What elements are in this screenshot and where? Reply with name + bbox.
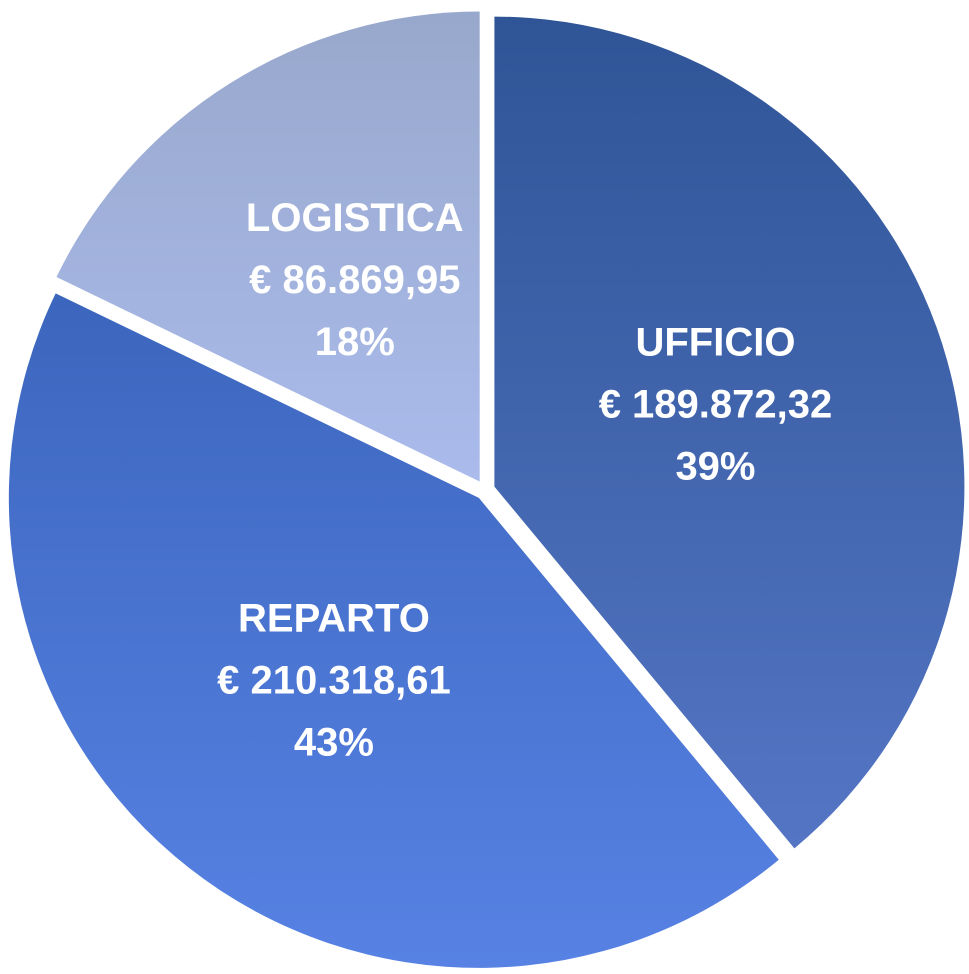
slice-label: UFFICIO xyxy=(635,320,795,364)
value-label: € 210.318,61 xyxy=(217,658,451,702)
value-label: € 86.869,95 xyxy=(249,258,460,302)
value-label: € 189.872,32 xyxy=(599,382,833,426)
percentage-label: 39% xyxy=(675,444,755,488)
pie-slice xyxy=(56,11,480,482)
pie-slice xyxy=(494,16,965,849)
pie-slice xyxy=(8,293,779,968)
slice-label: REPARTO xyxy=(238,596,430,640)
slice-label: LOGISTICA xyxy=(246,196,464,240)
percentage-label: 18% xyxy=(315,320,395,364)
percentage-label: 43% xyxy=(294,720,374,764)
